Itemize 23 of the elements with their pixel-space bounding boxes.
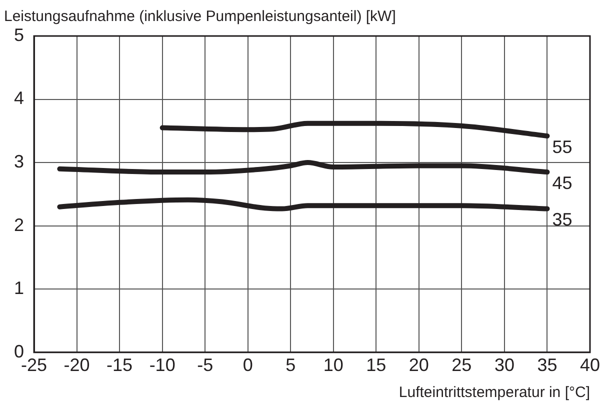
x-tick-label: 15 xyxy=(366,355,386,376)
x-tick-label: 35 xyxy=(537,355,558,376)
series-label: 35 xyxy=(552,210,572,230)
x-tick-label: 5 xyxy=(286,355,296,376)
y-tick-label: 5 xyxy=(14,24,24,45)
x-tick-label: -20 xyxy=(64,355,90,376)
x-axis-title: Lufteintrittstemperatur in [°C] xyxy=(398,384,590,402)
series-label: 55 xyxy=(552,136,572,157)
chart-title: Leistungsaufnahme (inklusive Pumpenleistungsanteil) [kW] xyxy=(4,8,396,26)
x-tick-label: 25 xyxy=(452,355,472,376)
y-tick-label: 3 xyxy=(14,152,24,172)
x-tick-label: -10 xyxy=(149,355,176,376)
x-tick-label: 30 xyxy=(494,355,514,376)
y-tick-label: 4 xyxy=(14,88,24,108)
y-tick-label: 2 xyxy=(14,214,24,235)
series-label: 45 xyxy=(552,173,572,194)
x-tick-label: -5 xyxy=(197,355,214,376)
y-tick-label: 1 xyxy=(14,278,24,298)
x-tick-label: -15 xyxy=(106,355,133,376)
x-tick-label: 20 xyxy=(408,355,429,376)
x-tick-label: 10 xyxy=(323,355,344,376)
x-tick-label: 40 xyxy=(580,355,600,376)
x-tick-label: 0 xyxy=(242,355,253,376)
